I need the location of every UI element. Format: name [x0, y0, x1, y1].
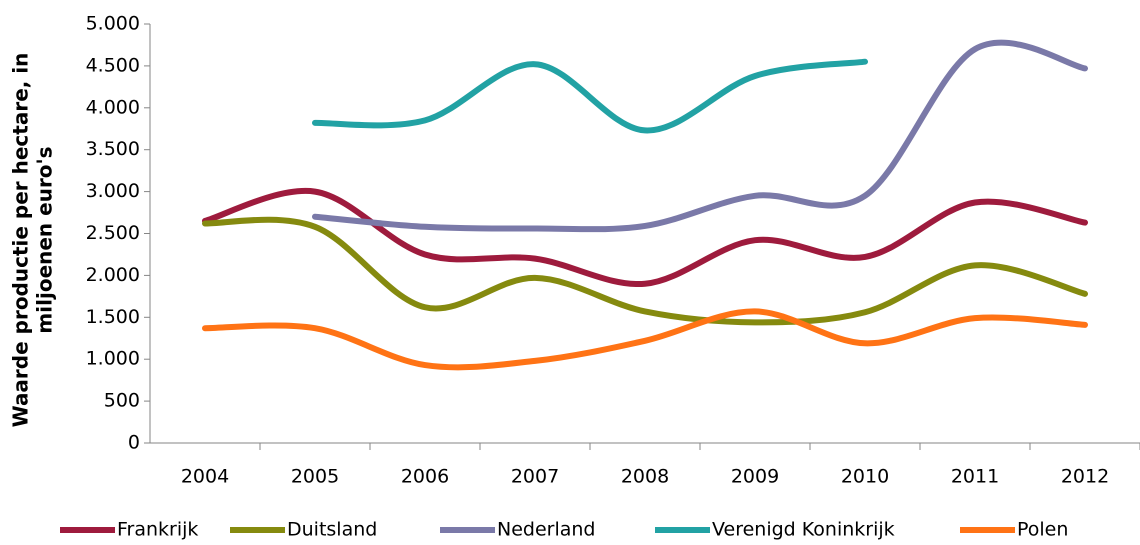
y-axis-label: Waarde productie per hectare, in: [9, 53, 33, 428]
legend-label: Frankrijk: [117, 519, 198, 541]
y-tick-label: 3.500: [86, 138, 140, 160]
legend-label: Verenigd Koninkrijk: [712, 519, 895, 541]
y-tick-label: 1.000: [86, 348, 140, 370]
legend-label: Duitsland: [287, 519, 377, 541]
series-line: [202, 187, 1088, 287]
series-line: [312, 58, 868, 134]
legend-label: Nederland: [497, 519, 596, 541]
y-tick-label: 0: [128, 432, 140, 454]
x-tick-label: 2005: [291, 466, 339, 488]
y-tick-label: 1.500: [86, 306, 140, 328]
series-line: [202, 308, 1088, 371]
legend-label: Polen: [1017, 519, 1068, 541]
x-tick-label: 2008: [621, 466, 669, 488]
x-tick-label: 2010: [841, 466, 889, 488]
y-tick-label: 5.000: [86, 13, 140, 35]
series-line: [312, 39, 1088, 233]
x-tick-label: 2009: [731, 466, 779, 488]
x-tick-label: 2004: [181, 466, 229, 488]
x-tick-label: 2011: [951, 466, 999, 488]
y-tick-label: 500: [104, 390, 140, 412]
y-tick-label: 4.500: [86, 54, 140, 76]
x-tick-label: 2012: [1061, 466, 1109, 488]
series-line: [202, 216, 1088, 326]
y-tick-label: 3.000: [86, 180, 140, 202]
y-tick-label: 2.500: [86, 222, 140, 244]
x-tick-label: 2007: [511, 466, 559, 488]
y-tick-label: 4.000: [86, 96, 140, 118]
x-tick-label: 2006: [401, 466, 449, 488]
y-tick-label: 2.000: [86, 264, 140, 286]
y-axis-label: miljoenen euro's: [33, 146, 57, 333]
